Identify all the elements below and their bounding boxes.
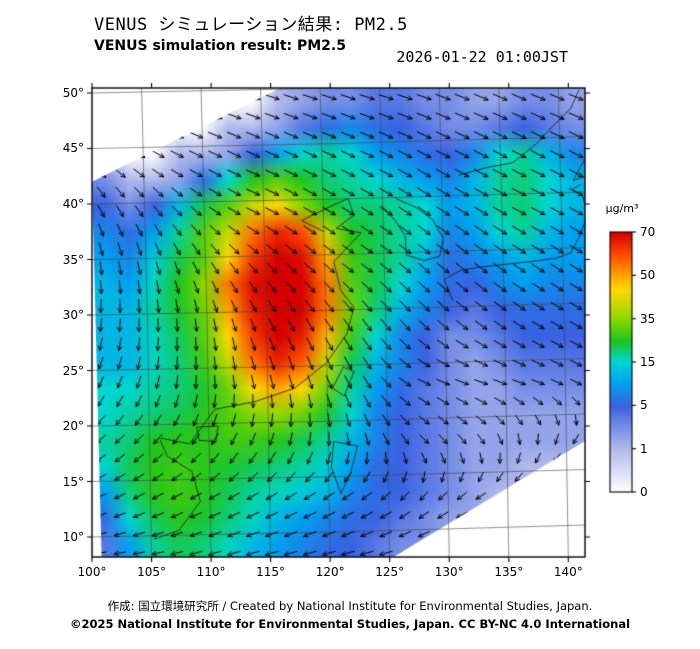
lat-tick-label: 30° — [62, 308, 84, 322]
colorbar-tick-label: 5 — [640, 398, 648, 413]
lon-tick-label: 125° — [375, 565, 405, 579]
credit-line: 作成: 国立環境研究所 / Created by National Instit… — [107, 599, 593, 613]
colorbar-tick-label: 35 — [640, 311, 656, 326]
lon-tick-label: 135° — [494, 565, 524, 579]
lon-tick-label: 100° — [77, 565, 107, 579]
lat-tick-label: 45° — [62, 141, 84, 156]
lat-tick-label: 10° — [62, 530, 84, 545]
colorbar-tick-label: 50 — [640, 268, 656, 283]
colorbar-tick-label: 15 — [640, 355, 656, 369]
lat-tick-label: 35° — [62, 252, 84, 267]
colorbar-tick-label: 1 — [640, 441, 648, 456]
lat-tick-label: 25° — [62, 363, 84, 378]
lon-tick-label: 105° — [137, 565, 166, 579]
lat-tick-label: 15° — [62, 474, 84, 489]
lon-tick-label: 120° — [315, 565, 345, 579]
lon-tick-label: 110° — [196, 565, 226, 579]
lon-tick-label: 115° — [256, 565, 286, 579]
lon-tick-label: 140° — [553, 565, 583, 579]
colorbar-unit-label: µg/m³ — [605, 202, 639, 215]
lon-tick-label: 130° — [434, 565, 464, 579]
lat-tick-label: 40° — [62, 197, 84, 211]
lat-tick-label: 50° — [62, 85, 84, 100]
colorbar-tick-label: 0 — [640, 485, 648, 499]
colorbar-tick-label: 70 — [640, 225, 656, 239]
lat-tick-label: 20° — [62, 419, 84, 433]
license-line: ©2025 National Institute for Environment… — [69, 617, 631, 631]
